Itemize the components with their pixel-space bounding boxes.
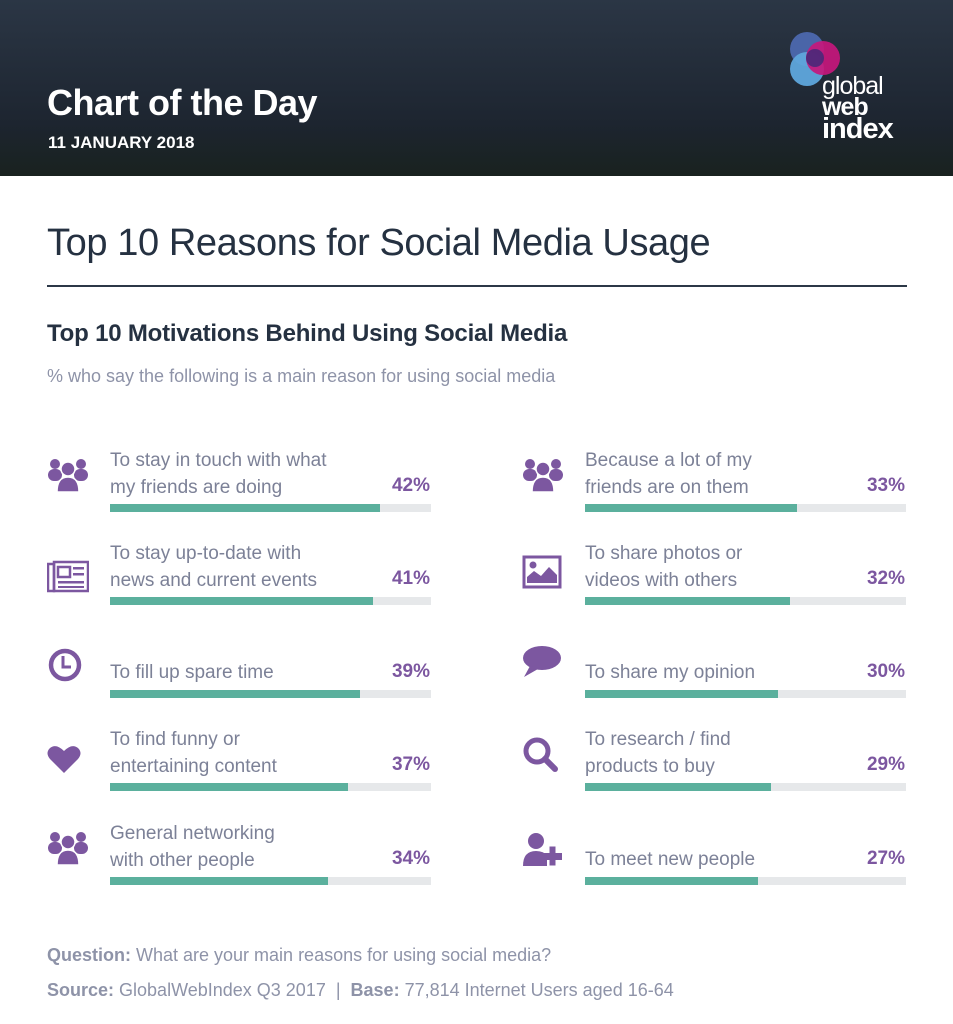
bar-track bbox=[585, 504, 906, 512]
item-value: 30% bbox=[866, 661, 905, 682]
item-label: To research / find products to buy bbox=[585, 729, 731, 777]
bar-track bbox=[110, 504, 431, 512]
group-icon bbox=[523, 459, 563, 493]
source-text: GlobalWebIndex Q3 2017 | bbox=[114, 980, 351, 1000]
item-value: 27% bbox=[866, 848, 905, 869]
bar-fill bbox=[110, 504, 380, 512]
item-label: To stay up-to-date with news and current… bbox=[110, 543, 318, 591]
bar-track bbox=[585, 690, 906, 698]
item-label: To stay in touch with what my friends ar… bbox=[110, 450, 327, 498]
header-banner: Chart of the Day 11 JANUARY 2018 global … bbox=[0, 0, 953, 176]
page-title: Top 10 Reasons for Social Media Usage bbox=[47, 222, 711, 264]
bar-track bbox=[110, 877, 431, 885]
bar-fill bbox=[585, 877, 759, 885]
base-label: Base: bbox=[350, 980, 400, 1000]
bar-fill bbox=[110, 597, 374, 605]
bar-track bbox=[585, 877, 906, 885]
chart-item: To fill up spare time 39% bbox=[47, 633, 437, 703]
chart-title: Top 10 Motivations Behind Using Social M… bbox=[47, 320, 568, 347]
newspaper-icon bbox=[47, 560, 89, 593]
title-divider bbox=[47, 285, 907, 287]
item-value: 39% bbox=[391, 661, 430, 682]
speech-bubble-icon bbox=[523, 646, 561, 677]
add-user-icon bbox=[523, 833, 562, 867]
search-icon bbox=[523, 737, 558, 772]
group-icon bbox=[48, 832, 88, 866]
base-text: 77,814 Internet Users aged 16-64 bbox=[399, 980, 674, 1000]
item-value: 33% bbox=[866, 475, 905, 496]
group-icon bbox=[48, 459, 88, 493]
item-label: To meet new people bbox=[585, 849, 756, 870]
chart-item: Because a lot of my friends are on them … bbox=[522, 447, 912, 517]
image-icon bbox=[522, 555, 562, 589]
bar-track bbox=[110, 690, 431, 698]
question-label: Question: bbox=[47, 945, 131, 965]
bar-fill bbox=[110, 783, 348, 791]
chart-subtitle: % who say the following is a main reason… bbox=[47, 366, 556, 386]
footer-source: Source: GlobalWebIndex Q3 2017 | Base: 7… bbox=[47, 980, 674, 1001]
item-label: To share photos or videos with others bbox=[585, 543, 743, 591]
chart-item: To meet new people 27% bbox=[522, 820, 912, 890]
logo-circles-icon bbox=[790, 32, 840, 86]
chart-item: To share my opinion 30% bbox=[522, 633, 912, 703]
item-value: 29% bbox=[866, 754, 905, 775]
bar-track bbox=[110, 783, 431, 791]
chart-item: General networking with other people 34% bbox=[47, 820, 437, 890]
chart-item: To find funny or entertaining content 37… bbox=[47, 726, 437, 796]
bar-track bbox=[110, 597, 431, 605]
footer-question: Question: What are your main reasons for… bbox=[47, 945, 551, 966]
bar-fill bbox=[110, 877, 329, 885]
bar-fill bbox=[110, 690, 361, 698]
chart-item: To research / find products to buy 29% bbox=[522, 726, 912, 796]
bar-fill bbox=[585, 597, 791, 605]
header-date: 11 JANUARY 2018 bbox=[48, 133, 195, 152]
chart-item: To share photos or videos with others 32… bbox=[522, 540, 912, 610]
item-value: 41% bbox=[391, 568, 430, 589]
clock-icon bbox=[48, 648, 82, 682]
bar-fill bbox=[585, 690, 778, 698]
bar-fill bbox=[585, 504, 797, 512]
item-label: To share my opinion bbox=[585, 662, 756, 683]
bar-fill bbox=[585, 783, 772, 791]
question-text: What are your main reasons for using soc… bbox=[131, 945, 552, 965]
item-value: 34% bbox=[391, 848, 430, 869]
chart-item: To stay in touch with what my friends ar… bbox=[47, 447, 437, 517]
item-value: 32% bbox=[866, 568, 905, 589]
item-label: To fill up spare time bbox=[110, 662, 274, 683]
item-value: 37% bbox=[391, 754, 430, 775]
globalwebindex-logo: global web index bbox=[786, 30, 916, 155]
bar-track bbox=[585, 783, 906, 791]
item-label: To find funny or entertaining content bbox=[110, 729, 277, 777]
source-label: Source: bbox=[47, 980, 115, 1000]
logo-wordmark: global web index bbox=[822, 72, 894, 145]
bar-track bbox=[585, 597, 906, 605]
item-label: Because a lot of my friends are on them bbox=[585, 450, 752, 498]
item-value: 42% bbox=[391, 475, 430, 496]
item-label: General networking with other people bbox=[110, 823, 275, 871]
header-title: Chart of the Day bbox=[47, 82, 318, 123]
chart-item: To stay up-to-date with news and current… bbox=[47, 540, 437, 610]
heart-icon bbox=[47, 746, 81, 773]
